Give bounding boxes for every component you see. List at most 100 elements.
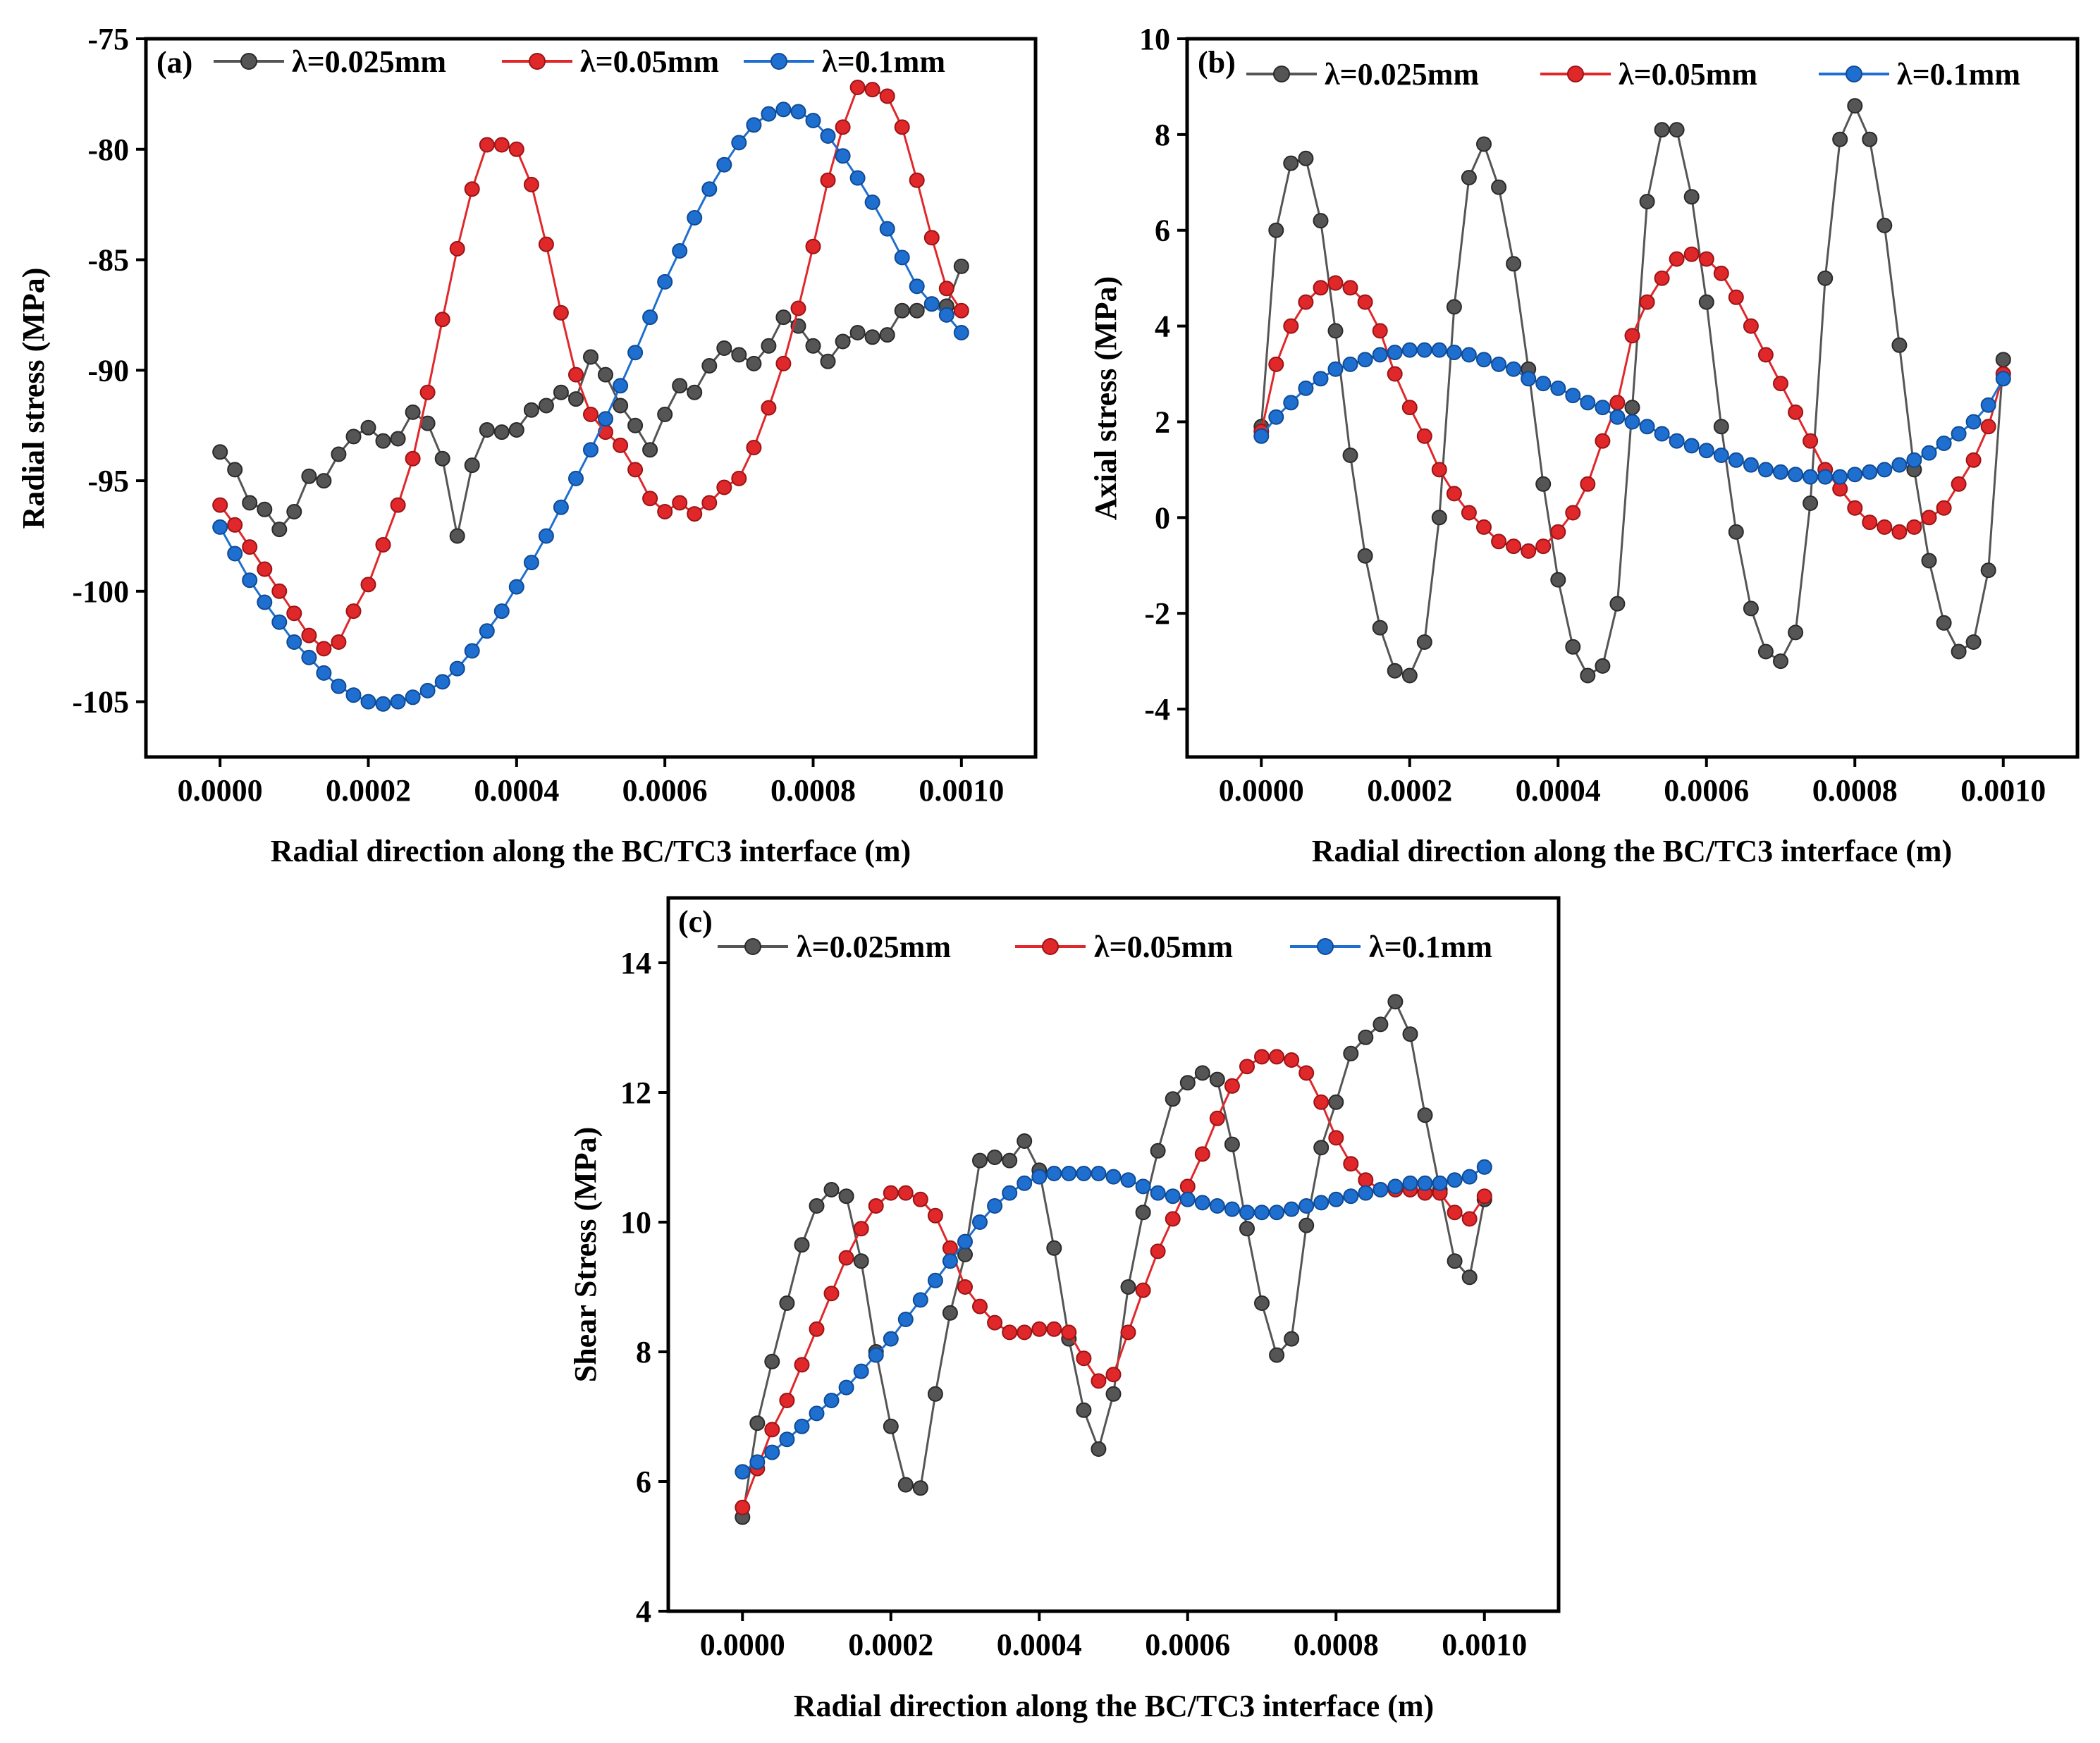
panel-a-y-axis-title: Radial stress (MPa) bbox=[16, 268, 51, 529]
panel-c-data-point-lambda-0025mm bbox=[883, 1418, 899, 1434]
panel-a-data-point-lambda-01mm bbox=[419, 682, 436, 698]
panel-b-data-point-lambda-0025mm bbox=[1728, 524, 1744, 540]
panel-a-data-point-lambda-005mm bbox=[257, 561, 273, 577]
panel-b-data-point-lambda-01mm bbox=[1253, 428, 1270, 444]
panel-b-data-point-lambda-0025mm bbox=[1965, 634, 1982, 650]
panel-a-data-point-lambda-01mm bbox=[553, 499, 569, 515]
panel-b-data-point-lambda-01mm bbox=[1446, 345, 1462, 360]
panel-b-x-tick-label: 0.0006 bbox=[1664, 773, 1749, 808]
panel-b-data-point-lambda-0025mm bbox=[1327, 323, 1344, 339]
panel-b-data-point-lambda-01mm bbox=[1817, 469, 1834, 485]
panel-a-data-point-lambda-01mm bbox=[479, 623, 495, 639]
panel-b-data-point-lambda-01mm bbox=[1506, 361, 1522, 377]
panel-b-legend-marker-2 bbox=[1567, 66, 1584, 82]
panel-b-data-point-lambda-0025mm bbox=[1372, 620, 1388, 636]
panel-c-data-point-lambda-01mm bbox=[1031, 1169, 1048, 1185]
panel-a-data-point-lambda-01mm bbox=[390, 694, 406, 710]
panel-a-data-point-lambda-005mm bbox=[523, 176, 539, 192]
panel-c-legend-marker-1 bbox=[744, 938, 761, 955]
panel-a-data-point-lambda-01mm bbox=[405, 689, 421, 706]
panel-a-series-lambda-01mm bbox=[212, 101, 969, 712]
panel-a-x-tick-label: 0.0002 bbox=[326, 773, 411, 808]
panel-c-data-point-lambda-01mm bbox=[1017, 1175, 1033, 1191]
panel-b-data-point-lambda-005mm bbox=[1639, 294, 1655, 310]
panel-b-y-tick-label: 4 bbox=[1155, 309, 1170, 344]
panel-c-data-point-lambda-005mm bbox=[1254, 1049, 1270, 1065]
panel-a-data-point-lambda-01mm bbox=[301, 649, 317, 665]
panel-c-data-point-lambda-0025mm bbox=[1373, 1016, 1389, 1033]
panel-b-data-point-lambda-01mm bbox=[1268, 409, 1284, 425]
panel-a-tag: (a) bbox=[156, 45, 192, 80]
panel-a-data-point-lambda-0025mm bbox=[271, 522, 288, 538]
panel-b-data-point-lambda-005mm bbox=[1446, 486, 1462, 502]
panel-a-data-point-lambda-005mm bbox=[938, 281, 954, 297]
panel-b-data-point-lambda-005mm bbox=[1654, 270, 1670, 286]
panel-b-data-point-lambda-005mm bbox=[1565, 505, 1581, 521]
panel-a-data-point-lambda-005mm bbox=[687, 506, 703, 522]
panel-a-data-point-lambda-01mm bbox=[761, 106, 777, 122]
panel-c-data-point-lambda-0025mm bbox=[1194, 1065, 1210, 1081]
panel-c-data-point-lambda-005mm bbox=[912, 1191, 928, 1207]
panel-a-data-point-lambda-0025mm bbox=[598, 367, 613, 383]
panel-b-y-tick-label: -2 bbox=[1144, 596, 1170, 631]
panel-a-data-point-lambda-0025mm bbox=[523, 402, 539, 418]
panel-c-data-point-lambda-0025mm bbox=[1135, 1205, 1151, 1221]
panel-a-data-point-lambda-0025mm bbox=[227, 462, 243, 478]
panel-a-y-tick-label: -80 bbox=[87, 133, 129, 167]
panel-b-data-point-lambda-0025mm bbox=[1862, 131, 1878, 147]
panel-b-x-tick-label: 0.0002 bbox=[1367, 773, 1452, 808]
panel-c-y-tick-label: 8 bbox=[636, 1335, 651, 1369]
panel-c-data-point-lambda-01mm bbox=[1461, 1169, 1478, 1185]
panel-a-data-point-lambda-0025mm bbox=[390, 431, 406, 447]
panel-a-data-point-lambda-0025mm bbox=[360, 419, 376, 436]
panel-a-data-point-lambda-01mm bbox=[642, 309, 658, 326]
panel-c-data-point-lambda-005mm bbox=[809, 1321, 825, 1337]
panel-a-series-layer bbox=[212, 80, 969, 712]
panel-b-data-point-lambda-0025mm bbox=[1550, 572, 1566, 588]
panel-c-data-point-lambda-0025mm bbox=[912, 1480, 928, 1496]
panel-c-data-point-lambda-01mm bbox=[823, 1393, 840, 1408]
panel-c-data-point-lambda-0025mm bbox=[1105, 1386, 1122, 1402]
panel-b-data-point-lambda-0025mm bbox=[1936, 615, 1952, 631]
panel-b-y-tick-label: 6 bbox=[1155, 214, 1170, 248]
panel-c-data-point-lambda-0025mm bbox=[1209, 1071, 1225, 1088]
panel-a-data-point-lambda-01mm bbox=[746, 117, 762, 133]
panel-a-data-point-lambda-005mm bbox=[627, 462, 644, 478]
panel-b-data-point-lambda-005mm bbox=[1491, 534, 1507, 550]
panel-a-data-point-lambda-005mm bbox=[761, 400, 777, 416]
panel-a-data-point-lambda-0025mm bbox=[672, 378, 688, 394]
panel-b-data-point-lambda-005mm bbox=[1728, 289, 1744, 305]
panel-b-data-point-lambda-005mm bbox=[1595, 433, 1611, 449]
panel-a-data-point-lambda-0025mm bbox=[613, 398, 629, 414]
panel-a-legend-item-3: λ=0.1mm bbox=[744, 44, 945, 79]
panel-c-data-point-lambda-005mm bbox=[1209, 1110, 1225, 1126]
panel-b-data-point-lambda-01mm bbox=[1639, 419, 1655, 435]
panel-b-data-point-lambda-0025mm bbox=[1609, 596, 1626, 612]
panel-c-data-point-lambda-01mm bbox=[1061, 1166, 1077, 1181]
panel-a-data-point-lambda-01mm bbox=[820, 128, 836, 144]
panel-b-series-layer bbox=[1253, 98, 2011, 684]
panel-a-data-point-lambda-01mm bbox=[731, 135, 747, 151]
panel-c-data-point-lambda-01mm bbox=[1284, 1201, 1300, 1217]
panel-b-data-point-lambda-01mm bbox=[1491, 356, 1507, 372]
panel-a-data-point-lambda-01mm bbox=[894, 250, 910, 266]
panel-b-data-point-lambda-01mm bbox=[1847, 467, 1863, 483]
panel-a-data-point-lambda-0025mm bbox=[212, 444, 228, 460]
panel-a-series-line-lambda-0025mm bbox=[219, 266, 963, 537]
panel-a-x-axis-title: Radial direction along the BC/TC3 interf… bbox=[271, 834, 911, 868]
panel-a-x-tick-label: 0.0000 bbox=[178, 773, 263, 808]
panel-b-data-point-lambda-0025mm bbox=[1951, 643, 1967, 660]
panel-b-data-point-lambda-01mm bbox=[1995, 371, 2011, 387]
panel-b-data-point-lambda-0025mm bbox=[1401, 667, 1418, 684]
panel-a-data-point-lambda-0025mm bbox=[508, 422, 524, 438]
panel-b-data-point-lambda-01mm bbox=[1773, 464, 1788, 480]
panel-c-legend-item-3: λ=0.1mm bbox=[1290, 930, 1492, 964]
panel-a-data-point-lambda-005mm bbox=[375, 537, 391, 553]
panel-a-data-point-lambda-0025mm bbox=[849, 325, 866, 340]
panel-b-data-point-lambda-005mm bbox=[1506, 538, 1522, 555]
panel-a-data-point-lambda-005mm bbox=[271, 583, 288, 599]
panel-a-data-point-lambda-005mm bbox=[479, 137, 495, 153]
panel-c-data-point-lambda-0025mm bbox=[1402, 1026, 1418, 1042]
panel-c-legend-label-1: λ=0.025mm bbox=[797, 930, 951, 964]
